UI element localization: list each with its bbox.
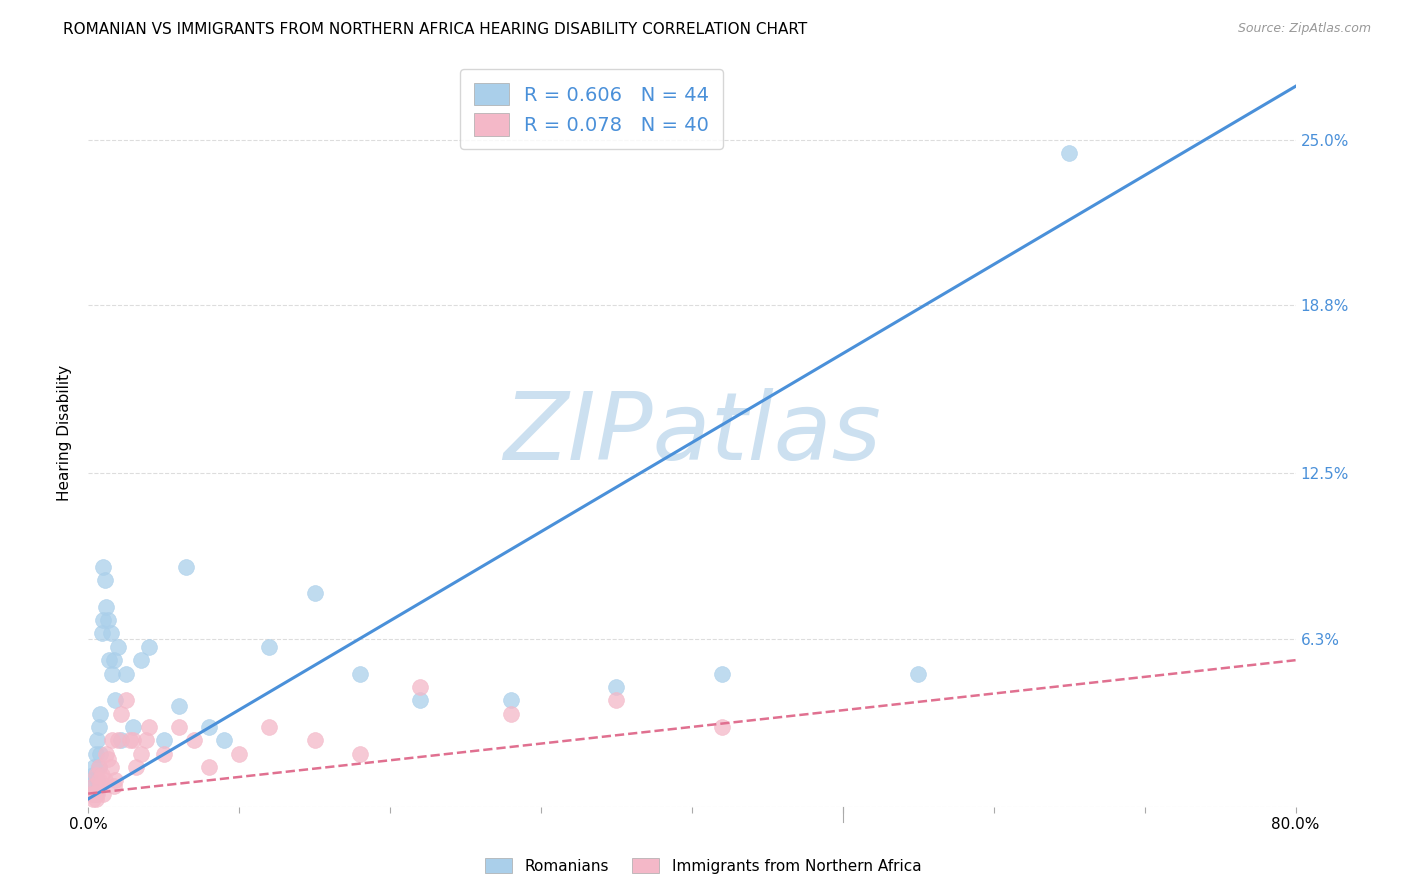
- Point: [349, 666, 371, 681]
- Point: [129, 653, 152, 667]
- Point: [605, 680, 627, 694]
- Point: [409, 680, 432, 694]
- Point: [90, 626, 112, 640]
- Text: ZIPatlas: ZIPatlas: [503, 388, 880, 479]
- Point: [605, 693, 627, 707]
- Text: ROMANIAN VS IMMIGRANTS FROM NORTHERN AFRICA HEARING DISABILITY CORRELATION CHART: ROMANIAN VS IMMIGRANTS FROM NORTHERN AFR…: [63, 22, 807, 37]
- Point: [100, 760, 122, 774]
- Point: [167, 720, 190, 734]
- Point: [115, 666, 138, 681]
- Point: [107, 733, 129, 747]
- Point: [907, 666, 929, 681]
- Point: [90, 768, 112, 782]
- Point: [82, 792, 104, 806]
- Point: [152, 747, 174, 761]
- Point: [87, 773, 110, 788]
- Point: [94, 773, 117, 788]
- Point: [110, 706, 132, 721]
- Point: [198, 720, 221, 734]
- Point: [115, 693, 138, 707]
- Point: [167, 698, 190, 713]
- Point: [122, 720, 145, 734]
- Point: [96, 747, 118, 761]
- Point: [94, 573, 117, 587]
- Point: [409, 693, 432, 707]
- Point: [83, 779, 105, 793]
- Point: [101, 733, 124, 747]
- Point: [122, 733, 145, 747]
- Point: [80, 773, 103, 788]
- Point: [84, 747, 107, 761]
- Point: [1057, 146, 1080, 161]
- Point: [711, 666, 734, 681]
- Point: [120, 733, 142, 747]
- Y-axis label: Hearing Disability: Hearing Disability: [58, 365, 72, 501]
- Point: [499, 693, 522, 707]
- Point: [86, 773, 108, 788]
- Point: [104, 773, 127, 788]
- Point: [259, 640, 281, 654]
- Point: [97, 613, 120, 627]
- Point: [499, 706, 522, 721]
- Point: [104, 693, 127, 707]
- Point: [83, 787, 105, 801]
- Point: [152, 733, 174, 747]
- Point: [84, 768, 107, 782]
- Point: [84, 787, 107, 801]
- Point: [129, 747, 152, 761]
- Point: [97, 752, 120, 766]
- Point: [89, 706, 111, 721]
- Point: [304, 586, 326, 600]
- Point: [87, 760, 110, 774]
- Point: [103, 779, 125, 793]
- Point: [125, 760, 148, 774]
- Point: [259, 720, 281, 734]
- Point: [80, 787, 103, 801]
- Point: [107, 640, 129, 654]
- Point: [138, 640, 160, 654]
- Point: [228, 747, 250, 761]
- Point: [82, 787, 104, 801]
- Point: [183, 733, 205, 747]
- Point: [91, 559, 114, 574]
- Point: [101, 666, 124, 681]
- Point: [87, 720, 110, 734]
- Point: [96, 599, 118, 614]
- Point: [89, 747, 111, 761]
- Point: [86, 733, 108, 747]
- Point: [110, 733, 132, 747]
- Point: [91, 787, 114, 801]
- Point: [198, 760, 221, 774]
- Point: [100, 626, 122, 640]
- Point: [87, 760, 110, 774]
- Point: [83, 760, 105, 774]
- Point: [304, 733, 326, 747]
- Point: [84, 792, 107, 806]
- Text: Source: ZipAtlas.com: Source: ZipAtlas.com: [1237, 22, 1371, 36]
- Point: [82, 779, 104, 793]
- Point: [711, 720, 734, 734]
- Point: [103, 653, 125, 667]
- Point: [349, 747, 371, 761]
- Point: [174, 559, 197, 574]
- Point: [86, 787, 108, 801]
- Point: [91, 613, 114, 627]
- Legend: R = 0.606   N = 44, R = 0.078   N = 40: R = 0.606 N = 44, R = 0.078 N = 40: [460, 70, 723, 149]
- Point: [98, 653, 121, 667]
- Point: [82, 768, 104, 782]
- Point: [134, 733, 156, 747]
- Point: [89, 779, 111, 793]
- Point: [212, 733, 235, 747]
- Legend: Romanians, Immigrants from Northern Africa: Romanians, Immigrants from Northern Afri…: [478, 852, 928, 880]
- Point: [138, 720, 160, 734]
